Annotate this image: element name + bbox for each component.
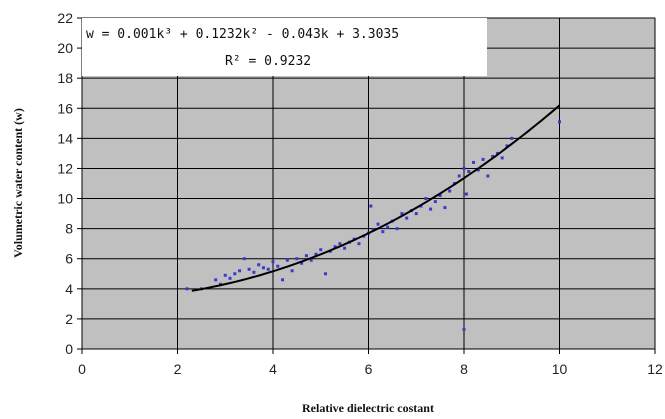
y-tick-label: 14 (57, 130, 73, 146)
data-point (233, 272, 237, 276)
trendline (191, 104, 561, 292)
y-tick-label: 2 (65, 311, 73, 327)
x-tick-label: 6 (365, 361, 373, 377)
data-point (510, 136, 514, 140)
y-tick-label: 16 (57, 100, 73, 116)
data-point (400, 212, 404, 216)
data-point (228, 276, 232, 280)
data-point (319, 248, 323, 252)
data-point (457, 174, 461, 178)
data-point (481, 157, 485, 161)
data-point (247, 267, 251, 271)
data-point (414, 212, 418, 216)
data-point (290, 269, 294, 273)
data-point (386, 225, 390, 229)
y-tick-label: 22 (57, 10, 73, 26)
data-point (491, 154, 495, 158)
data-point (462, 166, 466, 170)
data-point (500, 156, 504, 160)
x-tick-label: 8 (460, 361, 468, 377)
x-tick-labels: 0 2 4 6 8 10 12 (78, 361, 663, 377)
data-point (304, 254, 308, 258)
data-point (261, 266, 265, 270)
data-point (309, 258, 313, 262)
data-point (266, 267, 270, 271)
y-tick-label: 12 (57, 160, 73, 176)
y-tick-label: 6 (65, 251, 73, 267)
data-point (495, 151, 499, 155)
y-tick-label: 18 (57, 70, 73, 86)
data-point (472, 160, 476, 164)
data-point (429, 207, 433, 211)
data-point (438, 194, 442, 198)
data-point (276, 264, 280, 268)
equation-box (82, 18, 487, 76)
y-tick-label: 10 (57, 191, 73, 207)
data-point (285, 258, 289, 262)
data-point (300, 261, 304, 265)
data-point (295, 257, 299, 261)
data-point (405, 216, 409, 220)
data-point (381, 230, 385, 234)
data-point (376, 222, 380, 226)
data-point (433, 200, 437, 204)
data-point (462, 327, 466, 331)
x-tick-label: 10 (552, 361, 568, 377)
y-tick-label: 4 (65, 281, 73, 297)
data-point (281, 278, 285, 282)
trend-equation: w = 0.001k³ + 0.1232k² - 0.043k + 3.3035 (86, 27, 399, 42)
x-tick-label: 4 (269, 361, 277, 377)
y-tick-label: 20 (57, 40, 73, 56)
data-point (369, 204, 373, 208)
y-tick-label: 8 (65, 221, 73, 237)
data-point (357, 242, 361, 246)
x-tick-label: 12 (647, 361, 663, 377)
data-point (343, 246, 347, 250)
data-point (486, 174, 490, 178)
data-point (505, 144, 509, 148)
x-axis-label: Relative dielectric costant (302, 401, 434, 415)
data-point (214, 278, 218, 282)
data-point (467, 169, 471, 173)
data-point (448, 189, 452, 193)
data-point (333, 245, 337, 249)
data-point (238, 269, 242, 273)
y-tick-labels: 0 2 4 6 8 10 12 14 16 18 20 22 (57, 10, 73, 357)
data-point (185, 287, 189, 291)
data-point (464, 192, 468, 196)
data-point (314, 252, 318, 256)
data-point (324, 272, 328, 276)
data-point (242, 257, 246, 261)
data-point (443, 206, 447, 210)
data-point (395, 227, 399, 231)
data-point (476, 168, 480, 172)
data-point (223, 273, 227, 277)
y-axis-label: Volumetric water content (w) (11, 108, 25, 258)
data-point (424, 197, 428, 201)
data-point (252, 270, 256, 274)
data-point (338, 242, 342, 246)
data-point (271, 260, 275, 264)
y-tick-label: 0 (65, 341, 73, 357)
x-tick-label: 0 (78, 361, 86, 377)
data-point (558, 120, 561, 124)
x-tick-label: 2 (174, 361, 182, 377)
r-squared: R² = 0.9232 (225, 54, 311, 69)
data-point (257, 263, 261, 267)
